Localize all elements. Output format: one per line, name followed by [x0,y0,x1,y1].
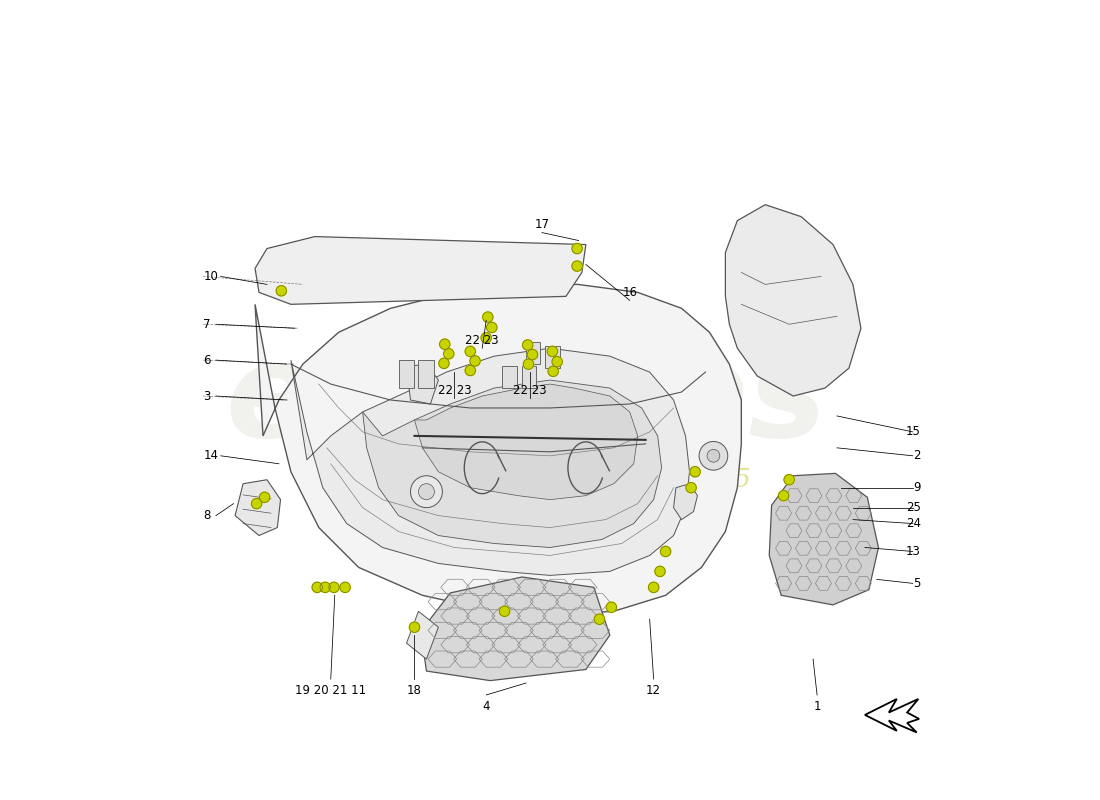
Circle shape [784,474,794,485]
Circle shape [409,622,420,632]
Circle shape [594,614,605,625]
Circle shape [552,357,562,367]
Text: 6: 6 [204,354,211,366]
Text: 14: 14 [204,450,218,462]
FancyBboxPatch shape [418,360,434,388]
Polygon shape [290,348,690,575]
Circle shape [418,484,434,500]
Text: 8: 8 [204,509,210,522]
Circle shape [522,340,532,350]
Circle shape [252,498,262,509]
Circle shape [483,312,493,322]
Circle shape [547,346,558,357]
Text: a passion for parts since 85: a passion for parts since 85 [382,467,750,492]
Text: 22 23: 22 23 [465,334,499,346]
Polygon shape [407,364,439,404]
Circle shape [312,582,322,593]
Text: 16: 16 [623,286,637,299]
Text: 10: 10 [204,270,218,283]
Text: 3: 3 [204,390,210,402]
Text: 15: 15 [905,426,921,438]
Circle shape [465,346,475,357]
Circle shape [410,476,442,508]
Text: europes: europes [226,337,827,463]
Text: 5: 5 [913,577,921,590]
Text: 13: 13 [905,545,921,558]
Text: 17: 17 [535,218,550,231]
Polygon shape [725,205,861,396]
FancyBboxPatch shape [522,366,537,388]
Text: 1: 1 [813,701,821,714]
Circle shape [660,546,671,557]
Circle shape [572,261,582,271]
Text: 25: 25 [905,501,921,514]
Circle shape [572,243,582,254]
Circle shape [649,582,659,593]
Circle shape [439,358,449,369]
Polygon shape [769,474,879,605]
FancyBboxPatch shape [503,366,517,388]
Polygon shape [255,237,586,304]
Circle shape [329,582,339,593]
Circle shape [707,450,719,462]
Circle shape [320,582,330,593]
Circle shape [440,339,450,350]
Circle shape [606,602,617,613]
Circle shape [260,492,270,502]
Circle shape [499,606,509,617]
Circle shape [481,333,492,343]
Polygon shape [673,484,697,519]
Circle shape [524,359,534,370]
Circle shape [690,466,701,477]
Polygon shape [421,577,609,681]
Text: 7: 7 [204,318,211,330]
Text: 12: 12 [646,685,661,698]
Circle shape [470,356,481,366]
Text: 4: 4 [483,701,490,714]
Circle shape [548,366,559,377]
FancyBboxPatch shape [546,346,560,368]
Text: 24: 24 [905,517,921,530]
Circle shape [276,286,286,296]
Polygon shape [415,384,638,500]
Text: 19 20 21 11: 19 20 21 11 [295,685,366,698]
Circle shape [486,322,497,333]
Polygon shape [255,285,741,615]
Circle shape [443,349,454,359]
Circle shape [527,350,538,360]
Circle shape [654,566,666,577]
Circle shape [779,490,789,501]
Polygon shape [235,480,280,535]
Polygon shape [407,611,439,659]
FancyBboxPatch shape [398,360,415,388]
Text: 2: 2 [913,450,921,462]
FancyBboxPatch shape [526,342,540,364]
Text: 18: 18 [407,685,422,698]
Circle shape [340,582,350,593]
Circle shape [686,482,696,493]
Text: 9: 9 [913,481,921,494]
Text: 22 23: 22 23 [438,384,471,397]
Text: 22 23: 22 23 [514,384,547,397]
Polygon shape [363,380,661,547]
Circle shape [465,366,475,376]
Circle shape [700,442,728,470]
